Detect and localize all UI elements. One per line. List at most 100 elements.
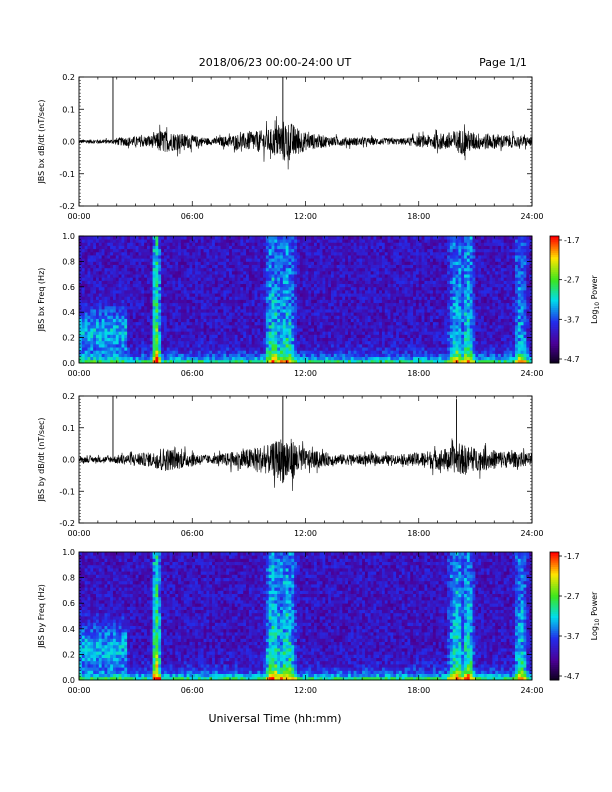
spectrogram-cell	[297, 334, 301, 338]
spectrogram-cell	[356, 283, 360, 288]
spectrogram-cell	[124, 255, 128, 259]
spectrogram-cell	[212, 337, 216, 342]
spectrogram-cell	[189, 296, 193, 300]
spectrogram-cell	[132, 296, 137, 300]
spectrogram-cell	[95, 248, 100, 253]
spectrogram-cell	[336, 318, 340, 323]
spectrogram-cell	[149, 302, 154, 307]
spectrogram-cell	[90, 359, 94, 364]
spectrogram-cell	[263, 267, 267, 272]
spectrogram-cell	[175, 299, 179, 304]
spectrogram-cell	[209, 283, 213, 288]
x-tick-label: 06:00	[181, 212, 204, 221]
spectrogram-cell	[350, 328, 355, 332]
spectrogram-cell	[144, 359, 148, 364]
spectrogram-cell	[311, 248, 315, 253]
spectrogram-cell	[404, 258, 408, 262]
spectrogram-cell	[285, 283, 289, 288]
spectrogram-cell	[197, 255, 202, 259]
spectrogram-cell	[93, 242, 97, 246]
spectrogram-cell	[345, 353, 349, 358]
spectrogram-cell	[192, 328, 196, 332]
spectrogram-cell	[342, 283, 346, 288]
spectrogram-cell	[220, 328, 224, 332]
spectrogram-cell	[237, 340, 241, 345]
spectrogram-cell	[149, 343, 154, 348]
spectrogram-cell	[280, 270, 284, 275]
spectrogram-cell	[353, 343, 357, 348]
spectrogram-cell	[138, 248, 142, 253]
spectrogram-cell	[223, 255, 227, 259]
spectrogram-cell	[308, 337, 312, 342]
spectrogram-cell	[229, 248, 233, 253]
spectrogram-cell	[138, 274, 142, 278]
spectrogram-cell	[313, 267, 318, 272]
spectrogram-cell	[115, 353, 120, 358]
spectrogram-cell	[277, 350, 281, 354]
spectrogram-cell	[200, 324, 204, 329]
spectrogram-cell	[214, 255, 219, 259]
spectrogram-cell	[294, 315, 298, 319]
spectrogram-cell	[401, 236, 405, 240]
spectrogram-cell	[115, 337, 120, 342]
spectrogram-cell	[93, 255, 97, 259]
spectrogram-cell	[220, 270, 224, 275]
spectrogram-cell	[144, 321, 148, 326]
spectrogram-cell	[376, 289, 380, 294]
spectrogram-cell	[373, 337, 377, 342]
spectrogram-cell	[217, 334, 221, 338]
spectrogram-cell	[325, 242, 329, 246]
spectrogram-cell	[84, 255, 88, 259]
spectrogram-cell	[339, 356, 343, 361]
spectrogram-cell	[370, 248, 374, 253]
spectrogram-cell	[180, 283, 185, 288]
spectrogram-cell	[212, 267, 216, 272]
spectrogram-cell	[413, 274, 417, 278]
spectrogram-cell	[149, 353, 154, 358]
spectrogram-cell	[322, 347, 326, 351]
spectrogram-cell	[144, 343, 148, 348]
spectrogram-cell	[229, 283, 233, 288]
spectrogram-cell	[333, 274, 338, 278]
spectrogram-cell	[251, 353, 255, 358]
spectrogram-cell	[251, 312, 255, 316]
spectrogram-cell	[280, 299, 284, 304]
spectrogram-cell	[396, 296, 400, 300]
spectrogram-cell	[220, 347, 224, 351]
spectrogram-cell	[299, 264, 304, 269]
spectrogram-cell	[79, 239, 83, 243]
spectrogram-cell	[248, 242, 253, 246]
spectrogram-cell	[121, 309, 125, 313]
spectrogram-cell	[84, 309, 88, 313]
spectrogram-cell	[339, 309, 343, 313]
spectrogram-cell	[112, 340, 117, 345]
spectrogram-cell	[180, 270, 185, 275]
spectrogram-cell	[178, 293, 182, 297]
spectrogram-cell	[231, 293, 236, 297]
spectrogram-cell	[107, 343, 111, 348]
spectrogram-cell	[231, 334, 236, 338]
spectrogram-cell	[220, 251, 224, 256]
spectrogram-cell	[268, 334, 272, 338]
spectrogram-cell	[175, 321, 179, 326]
spectrogram-cell	[149, 286, 154, 291]
spectrogram-cell	[186, 251, 190, 256]
spectrogram-cell	[104, 350, 108, 354]
spectrogram-cell	[132, 289, 137, 294]
spectrogram-cell	[257, 289, 261, 294]
spectrogram-cell	[277, 283, 281, 288]
spectrogram-cell	[200, 255, 204, 259]
spectrogram-cell	[356, 309, 360, 313]
spectrogram-cell	[234, 283, 238, 288]
spectrogram-cell	[302, 347, 306, 351]
spectrogram-cell	[104, 245, 108, 250]
spectrogram-cell	[132, 343, 137, 348]
spectrogram-cell	[328, 302, 332, 307]
spectrogram-cell	[248, 270, 253, 275]
spectrogram-cell	[302, 318, 306, 323]
spectrogram-cell	[234, 251, 238, 256]
spectrogram-cell	[127, 315, 131, 319]
spectrogram-cell	[152, 258, 156, 262]
spectrogram-cell	[195, 331, 199, 335]
spectrogram-cell	[285, 242, 289, 246]
